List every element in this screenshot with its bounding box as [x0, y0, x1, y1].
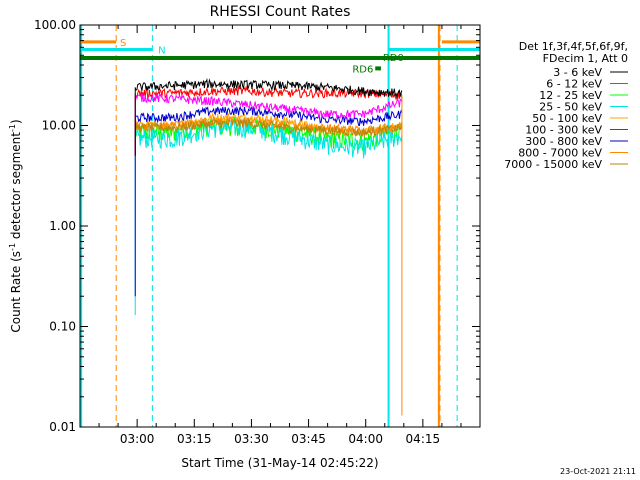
y-tick-label: 0.10: [49, 320, 76, 334]
x-axis-label: Start Time (31-May-14 02:45:22): [181, 456, 378, 470]
y-tick-label: 10.00: [42, 119, 76, 133]
legend-entry-label: 3 - 6 keV: [553, 66, 602, 79]
x-tick-label: 04:15: [406, 432, 441, 446]
series-line: [135, 116, 403, 135]
legend-entry-label: 300 - 800 keV: [525, 135, 602, 148]
legend-entry-label: 6 - 12 keV: [546, 78, 602, 91]
x-tick-label: 04:00: [348, 432, 383, 446]
rd0-annotation: RD0: [383, 53, 404, 64]
legend-entry-label: 50 - 100 keV: [532, 112, 602, 125]
legend-entry-label: 100 - 300 keV: [525, 124, 602, 137]
legend-header: Det 1f,3f,4f,5f,6f,9f,: [519, 40, 628, 53]
series-line: [134, 93, 403, 120]
legend-header: FDecim 1, Att 0: [543, 52, 628, 65]
legend-entry-label: 12 - 25 keV: [539, 89, 602, 102]
legend-entry-label: 800 - 7000 keV: [518, 147, 602, 160]
x-tick-label: 03:00: [120, 432, 155, 446]
legend-entry-label: 25 - 50 keV: [539, 101, 602, 114]
x-tick-label: 03:15: [177, 432, 212, 446]
legend-entry-label: 7000 - 15000 keV: [504, 158, 602, 171]
x-tick-label: 03:45: [291, 432, 326, 446]
night-annotation: N: [158, 46, 165, 57]
saa-annotation: S: [120, 38, 126, 49]
x-tick-label: 03:30: [234, 432, 269, 446]
timestamp: 23-Oct-2021 21:11: [560, 467, 636, 476]
legend: Det 1f,3f,4f,5f,6f,9f,FDecim 1, Att 03 -…: [504, 40, 628, 171]
series-line: [134, 78, 403, 99]
y-tick-label: 0.01: [49, 420, 76, 434]
y-tick-label: 1.00: [49, 219, 76, 233]
y-axis-label: Count Rate (s-1 detector segment-1): [8, 119, 23, 332]
rd6-annotation: RD6: [352, 64, 373, 75]
series-line: [134, 85, 403, 102]
series-line: [134, 117, 403, 138]
chart-title: RHESSI Count Rates: [210, 4, 351, 20]
y-tick-label: 100.00: [34, 18, 76, 32]
